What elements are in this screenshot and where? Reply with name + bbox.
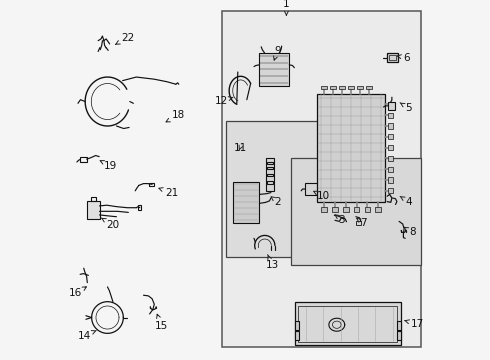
Text: 18: 18	[166, 110, 186, 122]
Text: 6: 6	[397, 53, 410, 63]
Bar	[388, 134, 392, 139]
Bar	[267, 162, 273, 164]
Text: 14: 14	[78, 330, 97, 341]
Bar	[259, 53, 289, 86]
Bar	[226, 121, 320, 257]
Bar	[367, 86, 372, 89]
Bar	[148, 183, 154, 186]
Bar	[354, 207, 360, 212]
Bar	[348, 86, 354, 89]
Bar	[267, 174, 273, 176]
Bar	[343, 207, 349, 212]
Bar	[294, 302, 401, 345]
Bar	[294, 321, 299, 330]
Bar	[396, 331, 401, 340]
Bar	[266, 158, 274, 191]
Text: 21: 21	[159, 188, 178, 198]
Text: 3: 3	[335, 215, 345, 225]
Text: 16: 16	[69, 287, 86, 298]
Text: 2: 2	[271, 197, 281, 207]
Text: 19: 19	[100, 161, 117, 171]
Bar	[388, 188, 392, 193]
Bar	[388, 123, 392, 129]
Bar	[233, 182, 259, 223]
Bar	[317, 94, 386, 202]
Text: 13: 13	[266, 255, 279, 270]
Bar	[356, 221, 361, 225]
Bar	[330, 86, 336, 89]
Bar	[321, 86, 327, 89]
Text: 22: 22	[116, 33, 134, 44]
Bar	[294, 331, 299, 340]
Text: 9: 9	[273, 46, 281, 60]
Bar	[365, 207, 370, 212]
Bar	[221, 11, 421, 347]
Text: 15: 15	[155, 314, 168, 331]
Bar	[396, 321, 401, 330]
Bar	[375, 207, 381, 212]
Text: 8: 8	[404, 227, 416, 237]
Text: 12: 12	[215, 96, 233, 106]
Bar	[138, 205, 141, 210]
Text: 17: 17	[405, 319, 424, 329]
Bar	[267, 167, 273, 169]
Bar	[91, 197, 97, 201]
Bar	[388, 102, 392, 107]
Bar	[305, 183, 327, 195]
Text: 5: 5	[400, 103, 412, 113]
Bar	[387, 53, 398, 62]
Bar	[390, 55, 396, 60]
Text: 20: 20	[101, 218, 120, 230]
Bar	[87, 201, 99, 219]
Bar	[388, 102, 395, 110]
Bar	[388, 167, 392, 172]
Text: 1: 1	[283, 0, 290, 15]
Bar	[388, 113, 392, 118]
Text: 7: 7	[357, 218, 367, 228]
Text: 4: 4	[400, 196, 412, 207]
Bar	[80, 157, 87, 162]
Bar	[332, 207, 338, 212]
Bar	[291, 158, 421, 265]
Text: 10: 10	[314, 191, 330, 201]
Bar	[388, 145, 392, 150]
Bar	[298, 306, 397, 342]
Bar	[357, 86, 363, 89]
Bar	[388, 177, 392, 183]
Bar	[321, 207, 327, 212]
Text: 11: 11	[233, 143, 247, 153]
Bar	[339, 86, 345, 89]
Bar	[388, 156, 392, 161]
Bar	[267, 181, 273, 184]
